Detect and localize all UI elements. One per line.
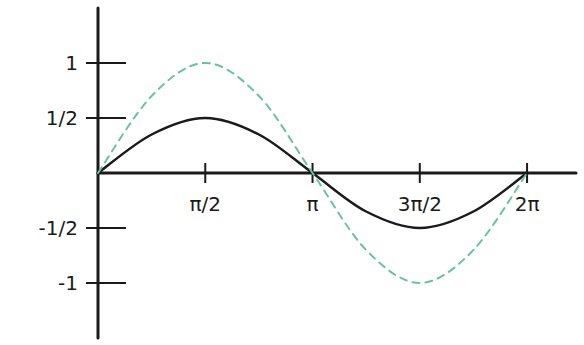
x-tick: [204, 163, 206, 183]
x-tick-label: 3π/2: [398, 192, 442, 216]
y-tick: [86, 62, 126, 64]
x-tick-label: π: [307, 192, 319, 216]
plot-area: [98, 63, 527, 283]
x-tick-label: 2π: [515, 192, 540, 216]
x-tick-label: π/2: [190, 192, 222, 216]
y-tick: [86, 117, 126, 119]
y-tick-label: 1: [65, 51, 78, 75]
y-tick-label: -1/2: [39, 216, 78, 240]
y-tick: [86, 227, 126, 229]
series-line: [98, 63, 527, 283]
x-axis: [98, 172, 576, 175]
chart: 1 1/2 -1/2 -1 π/2 π 3π/2 2π: [0, 0, 584, 345]
y-tick-label: -1: [58, 271, 78, 295]
y-tick-label: 1/2: [46, 106, 78, 130]
x-tick: [419, 163, 421, 183]
page: {"chart_data": {"type": "line", "x": [0,…: [0, 0, 584, 345]
y-tick: [86, 282, 126, 284]
